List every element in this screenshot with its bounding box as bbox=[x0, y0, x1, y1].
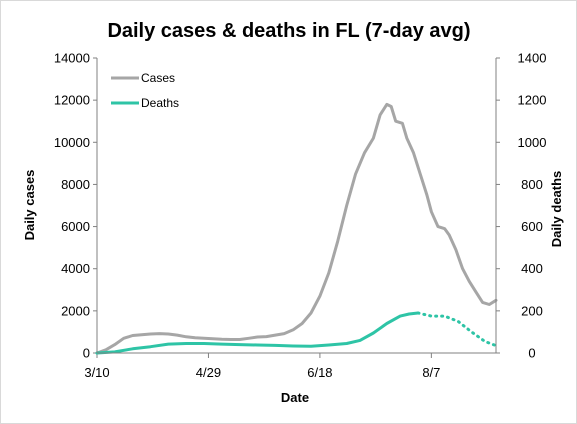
left-axis-ticks: 0 2000 4000 6000 8000 10000 12000 14000 bbox=[54, 51, 97, 361]
y-tick-label: 4000 bbox=[61, 261, 90, 276]
y-tick-label: 2000 bbox=[61, 303, 90, 318]
series-layer bbox=[95, 102, 498, 355]
legend: Cases Deaths bbox=[111, 71, 179, 110]
y-tick-label: 0 bbox=[83, 346, 90, 361]
y2-axis-title: Daily deaths bbox=[549, 171, 564, 248]
legend-label-cases: Cases bbox=[141, 71, 175, 85]
y-tick-label: 14000 bbox=[54, 51, 90, 66]
x-axis-title: Date bbox=[281, 390, 309, 405]
y2-tick-label: 1400 bbox=[518, 51, 547, 66]
y2-tick-label: 1000 bbox=[518, 135, 547, 150]
y2-tick-label: 400 bbox=[521, 261, 543, 276]
y2-tick-label: 0 bbox=[528, 346, 535, 361]
x-tick-label: 3/10 bbox=[84, 365, 109, 380]
right-axis-ticks: 0 200 400 600 800 1000 1200 1400 bbox=[496, 51, 546, 361]
y2-tick-label: 1200 bbox=[518, 93, 547, 108]
legend-label-deaths: Deaths bbox=[141, 96, 179, 110]
y-tick-label: 8000 bbox=[61, 177, 90, 192]
y-tick-label: 10000 bbox=[54, 135, 90, 150]
chart-title: Daily cases & deaths in FL (7-day avg) bbox=[107, 20, 470, 42]
x-tick-label: 6/18 bbox=[307, 365, 332, 380]
series-line-deaths bbox=[95, 311, 420, 355]
x-axis-ticks: 3/10 4/29 6/18 8/7 bbox=[84, 353, 440, 380]
y2-tick-label: 600 bbox=[521, 219, 543, 234]
y-tick-label: 12000 bbox=[54, 93, 90, 108]
y2-tick-label: 800 bbox=[521, 177, 543, 192]
y2-tick-label: 200 bbox=[521, 303, 543, 318]
series-line-deaths-projection bbox=[416, 311, 498, 348]
x-tick-label: 8/7 bbox=[422, 365, 440, 380]
y-tick-label: 6000 bbox=[61, 219, 90, 234]
y-axis-title: Daily cases bbox=[22, 170, 37, 241]
series-line-cases bbox=[95, 102, 498, 355]
x-tick-label: 4/29 bbox=[196, 365, 221, 380]
plot-axes bbox=[96, 58, 497, 354]
